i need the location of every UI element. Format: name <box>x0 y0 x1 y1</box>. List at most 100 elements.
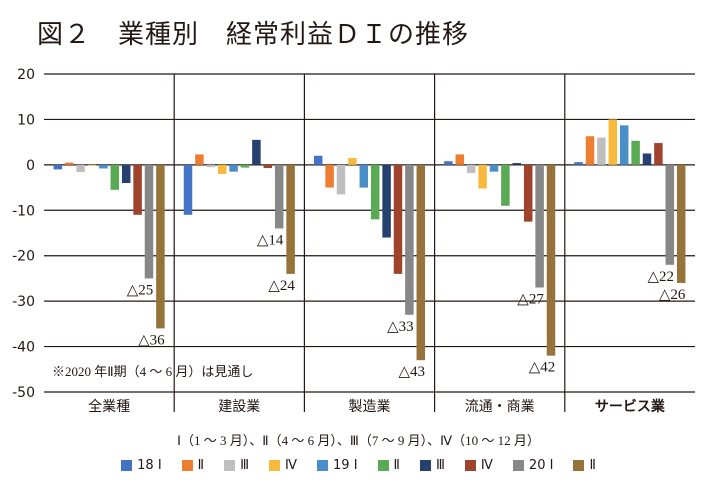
legend-label: Ⅱ <box>589 458 596 473</box>
quarter-legend-note: Ⅰ（1 ～ 3 月）、Ⅱ（4 ～ 6 月）、Ⅲ（7 ～ 9 月）、Ⅳ（10 ～ … <box>177 433 540 448</box>
bar-19Ⅲ-全業種 <box>121 164 131 184</box>
legend-label: Ⅱ <box>197 458 205 473</box>
y-tick-label: -10 <box>12 203 35 219</box>
data-label: △25 <box>127 282 154 298</box>
legend-swatch <box>377 460 389 471</box>
bar-20Ⅱ-全業種 <box>156 164 165 329</box>
bar-19Ⅳ-全業種 <box>133 164 142 215</box>
y-tick-label: -40 <box>12 340 35 356</box>
y-tick-label: 10 <box>17 112 35 128</box>
data-label: △26 <box>659 287 686 303</box>
legend-swatch <box>269 460 281 471</box>
bar-20Ⅱ-製造業 <box>416 164 426 361</box>
bar-18Ⅰ-建設業 <box>183 164 193 215</box>
data-label: △43 <box>399 364 426 380</box>
bar-18Ⅱ-建設業 <box>195 154 204 165</box>
bar-20Ⅰ-流通・商業 <box>535 164 544 288</box>
bar-18Ⅳ-建設業 <box>217 164 227 174</box>
bar-18Ⅲ-流通・商業 <box>466 164 476 174</box>
legend-swatch <box>573 460 585 471</box>
bar-18Ⅲ-全業種 <box>76 164 85 173</box>
y-tick-label: 0 <box>26 158 35 174</box>
bar-19Ⅲ-流通・商業 <box>512 163 522 165</box>
data-labels: △25 △36 △14 △24 △33 △43 △27 △42 △22 △26 <box>127 232 686 380</box>
bar-18Ⅱ-製造業 <box>325 164 334 188</box>
legend-swatch <box>181 460 193 471</box>
bar-18Ⅰ-製造業 <box>313 155 323 165</box>
bar-18Ⅰ-サービス業 <box>574 162 583 165</box>
bar-18Ⅳ-流通・商業 <box>478 164 487 189</box>
bar-18Ⅳ-製造業 <box>348 158 357 165</box>
legend-item: Ⅳ <box>269 458 297 473</box>
legend-label: Ⅲ <box>240 458 250 473</box>
legend-swatch <box>121 460 133 471</box>
bar-19Ⅳ-製造業 <box>393 164 403 274</box>
bar-20Ⅱ-建設業 <box>286 164 295 274</box>
bar-19Ⅳ-流通・商業 <box>523 164 533 222</box>
bar-19Ⅲ-サービス業 <box>642 153 652 165</box>
legend-item: 20 Ⅰ <box>512 458 554 473</box>
legend-item: Ⅱ <box>181 458 205 473</box>
legend-swatch <box>224 460 236 471</box>
legend-swatch <box>419 460 431 471</box>
legend-item: Ⅱ <box>573 458 596 473</box>
bar-18Ⅱ-サービス業 <box>585 136 595 165</box>
data-label: △36 <box>138 332 165 348</box>
bar-19Ⅰ-サービス業 <box>619 125 629 165</box>
bar-20Ⅰ-建設業 <box>274 164 284 229</box>
data-label: △27 <box>517 292 544 308</box>
bar-19Ⅰ-建設業 <box>229 164 238 172</box>
category-dividers <box>173 74 566 412</box>
legend-item: Ⅱ <box>377 458 400 473</box>
category-label: 製造業 <box>349 399 391 415</box>
forecast-note: ※2020 年Ⅱ期（4 ～ 6 月）は見通し <box>52 364 253 379</box>
bar-19Ⅱ-サービス業 <box>631 140 640 165</box>
legend-swatch <box>464 460 476 471</box>
bar-18Ⅱ-流通・商業 <box>455 154 465 165</box>
data-label: △14 <box>257 232 284 248</box>
bar-18Ⅱ-全業種 <box>64 162 74 165</box>
legend-item: 18 Ⅰ <box>121 458 162 473</box>
category-label: 流通・商業 <box>465 399 535 415</box>
legend-label: Ⅳ <box>285 458 298 473</box>
legend-label: Ⅳ <box>480 458 493 473</box>
bar-18Ⅲ-建設業 <box>206 164 216 168</box>
legend-item: 19 Ⅰ <box>317 458 358 473</box>
bar-19Ⅳ-建設業 <box>263 164 273 169</box>
bar-19Ⅱ-製造業 <box>370 164 380 220</box>
y-tick-label: -20 <box>12 249 35 265</box>
bar-18Ⅲ-サービス業 <box>597 137 606 165</box>
legend-swatch <box>512 460 524 471</box>
bars <box>53 119 686 361</box>
bar-20Ⅰ-サービス業 <box>665 164 675 265</box>
legend-swatch <box>317 460 329 471</box>
chart-title: 図２ 業種別 経常利益ＤＩの推移 <box>37 20 470 50</box>
bar-19Ⅱ-全業種 <box>110 164 120 190</box>
bar-18Ⅳ-サービス業 <box>608 119 618 165</box>
y-axis-ticks: 20 10 0 -10 -20 -30 -40 -50 <box>12 67 35 401</box>
bar-19Ⅱ-流通・商業 <box>501 164 510 206</box>
bar-18Ⅲ-製造業 <box>336 164 346 195</box>
y-tick-label: -30 <box>12 294 35 310</box>
legend-label: 20 Ⅰ <box>528 458 554 473</box>
bar-20Ⅰ-製造業 <box>405 164 414 315</box>
bar-19Ⅰ-流通・商業 <box>489 164 499 172</box>
legend-item: Ⅲ <box>419 458 445 473</box>
category-labels: 全業種 建設業 製造業 流通・商業 サービス業 <box>88 398 666 415</box>
bar-20Ⅱ-サービス業 <box>676 164 686 283</box>
data-label: △33 <box>387 319 414 335</box>
legend-label: Ⅱ <box>393 458 400 473</box>
category-label: 建設業 <box>218 399 260 415</box>
y-tick-label: 20 <box>17 67 35 83</box>
category-label: 全業種 <box>88 398 130 415</box>
bar-20Ⅱ-流通・商業 <box>546 164 556 356</box>
bar-19Ⅳ-サービス業 <box>654 143 663 165</box>
legend-label: Ⅲ <box>435 458 445 473</box>
bar-19Ⅱ-建設業 <box>240 164 250 168</box>
data-label: △22 <box>648 269 675 285</box>
data-label: △24 <box>268 278 295 294</box>
legend: 18 Ⅰ Ⅱ Ⅲ Ⅳ 19 Ⅰ Ⅱ Ⅲ Ⅳ 20 Ⅰ Ⅱ <box>0 458 717 473</box>
bar-19Ⅰ-全業種 <box>99 164 108 169</box>
bar-20Ⅰ-全業種 <box>144 164 154 279</box>
